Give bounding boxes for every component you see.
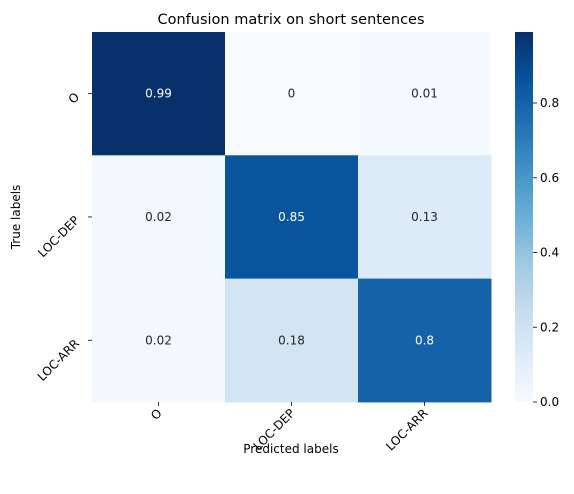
y-tick-label: O <box>66 90 83 107</box>
chart-title: Confusion matrix on short sentences <box>157 12 424 28</box>
x-axis-label: Predicted labels <box>243 442 338 456</box>
y-tick-label: LOC-DEP <box>35 213 82 260</box>
heatmap-cell <box>225 278 359 403</box>
cell-value-label: 0.8 <box>415 333 434 347</box>
cell-value-label: 0.01 <box>411 87 438 101</box>
cell-value-label: 0.85 <box>278 210 305 224</box>
y-tick-label: LOC-ARR <box>35 336 82 383</box>
colorbar-axis: 0.0 0.2 0.4 0.6 0.8 <box>533 96 559 409</box>
y-axis: O LOC-DEP LOC-ARR <box>35 90 92 384</box>
heatmap-cells: 0.99 0 0.01 0.02 0.85 0.13 0.02 0.18 0.8 <box>92 32 492 403</box>
colorbar-tick-label: 0.8 <box>540 96 559 110</box>
cell-value-label: 0.13 <box>411 210 438 224</box>
cell-value-label: 0.18 <box>278 333 305 347</box>
colorbar <box>515 32 533 402</box>
cell-value-label: 0.02 <box>145 210 172 224</box>
x-tick-label: O <box>148 406 165 423</box>
colorbar-tick-label: 0.0 <box>540 395 559 409</box>
y-axis-label: True labels <box>9 185 23 251</box>
heatmap-cell <box>92 155 226 280</box>
colorbar-tick-label: 0.4 <box>540 246 559 260</box>
heatmap-cell <box>92 32 226 156</box>
heatmap-cell <box>358 155 492 280</box>
x-tick-label: LOC-ARR <box>383 406 430 453</box>
heatmap-cell <box>225 32 359 156</box>
heatmap-cell <box>92 278 226 403</box>
heatmap-cell <box>225 155 359 280</box>
heatmap-cell <box>358 32 492 156</box>
heatmap-cell <box>358 278 492 403</box>
cell-value-label: 0 <box>288 87 296 101</box>
colorbar-tick-label: 0.6 <box>540 171 559 185</box>
colorbar-tick-label: 0.2 <box>540 320 559 334</box>
cell-value-label: 0.99 <box>145 87 172 101</box>
cell-value-label: 0.02 <box>145 333 172 347</box>
